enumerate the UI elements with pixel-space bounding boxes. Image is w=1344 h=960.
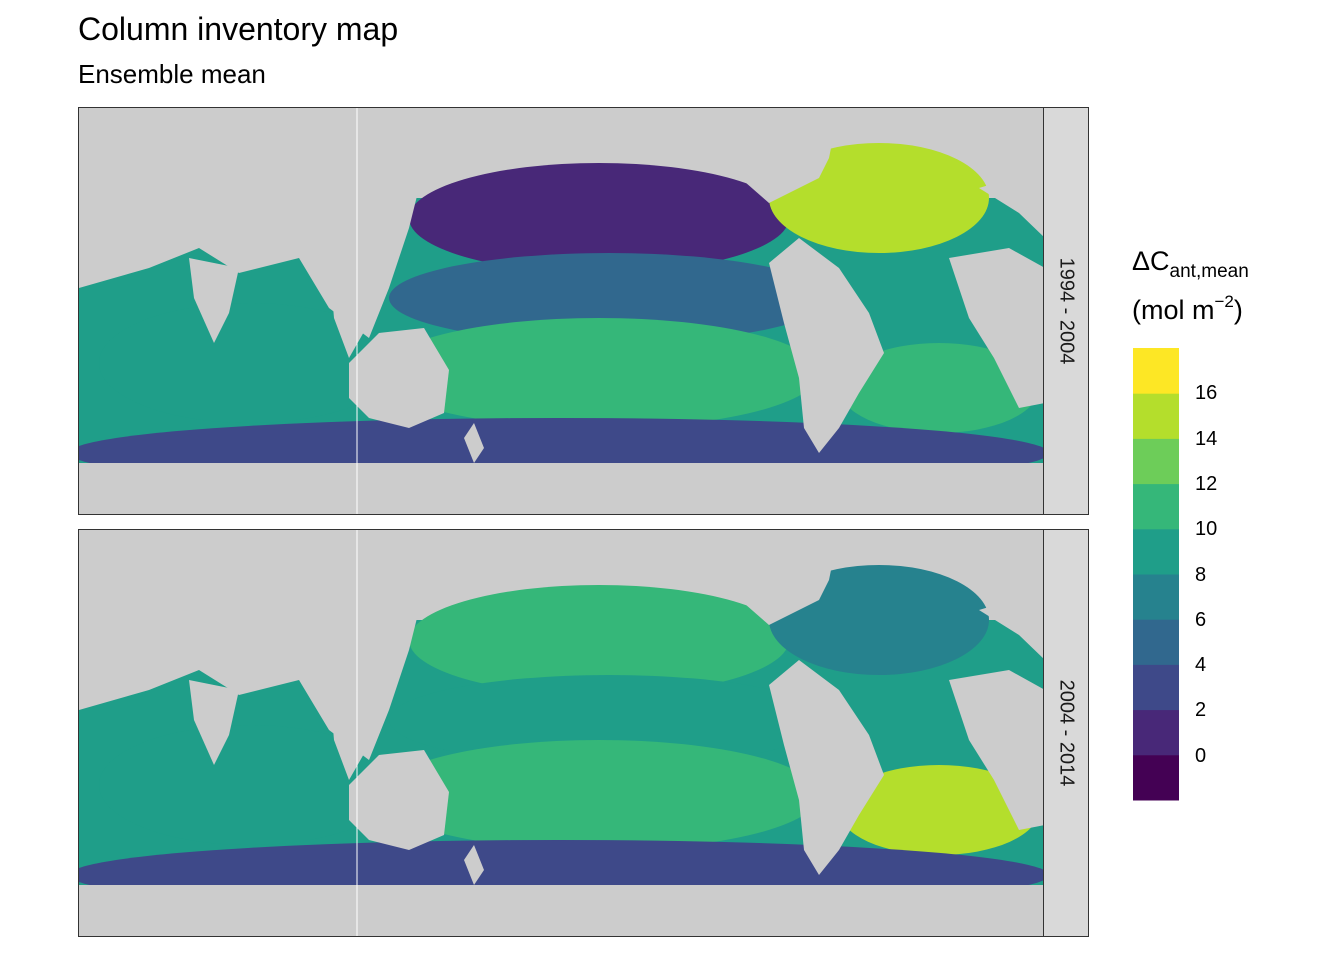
colorbar-tick-label: 8 xyxy=(1195,563,1207,586)
map-panel-2004-2014 xyxy=(78,529,1044,937)
region-tropical-pacific xyxy=(389,675,829,765)
region-south-pacific-subtropical xyxy=(379,318,819,428)
landmass xyxy=(769,660,884,875)
landmass xyxy=(79,463,1043,514)
legend-colorbar xyxy=(1133,348,1179,801)
region-south-atlantic-subtropical xyxy=(839,343,1039,433)
map-1994-2004 xyxy=(79,108,1043,514)
legend-title: ΔCant,mean xyxy=(1132,244,1249,282)
facet-strip-2004-2014: 2004 - 2014 xyxy=(1043,529,1089,937)
colorbar-tick-label: 14 xyxy=(1195,427,1218,450)
landmass xyxy=(79,885,1043,936)
colorbar-bin xyxy=(1133,528,1179,575)
landmass xyxy=(331,268,369,358)
landmass xyxy=(899,530,1043,560)
page-title: Column inventory map xyxy=(78,11,399,47)
landmass xyxy=(979,590,1043,659)
landmass xyxy=(769,238,884,453)
colorbar-tick-label: 6 xyxy=(1195,608,1207,631)
region-indian-ocean xyxy=(99,725,399,845)
facet-label: 1994 - 2004 xyxy=(1055,257,1078,365)
region-north-atlantic-subpolar xyxy=(769,143,989,253)
colorbar-bin xyxy=(1133,664,1179,711)
map-panel-1994-2004 xyxy=(78,107,1044,515)
landmass xyxy=(349,750,449,850)
colorbar-tick-label: 16 xyxy=(1195,382,1218,405)
landmass xyxy=(979,168,1043,237)
colorbar-bin xyxy=(1133,393,1179,439)
landmass xyxy=(899,108,1043,138)
region-indian-ocean xyxy=(99,303,399,423)
region-south-atlantic-subtropical xyxy=(839,765,1039,855)
colorbar-tick-label: 10 xyxy=(1195,518,1218,541)
colorbar-tick-label: 0 xyxy=(1195,744,1207,767)
landmass xyxy=(439,108,679,168)
colorbar-bin xyxy=(1133,709,1179,756)
region-south-pacific-subtropical xyxy=(379,740,819,850)
landmass xyxy=(331,690,369,780)
landmass xyxy=(464,845,484,885)
colorbar-bin xyxy=(1133,574,1179,620)
landmass xyxy=(439,530,679,590)
landmass xyxy=(619,108,839,203)
facet-label: 2004 - 2014 xyxy=(1055,679,1078,787)
colorbar-bin xyxy=(1133,754,1179,801)
legend-units-main: (mol m xyxy=(1132,295,1215,325)
page-subtitle: Ensemble mean xyxy=(78,59,266,89)
region-north-pacific xyxy=(409,585,789,695)
colorbar-bin xyxy=(1133,438,1179,485)
map-2004-2014 xyxy=(79,530,1043,936)
region-tropical-pacific xyxy=(389,253,829,343)
region-north-atlantic-subpolar xyxy=(769,565,989,675)
region-north-pacific xyxy=(409,163,789,273)
landmass xyxy=(619,530,839,625)
landmass xyxy=(464,423,484,463)
legend-units-end: ) xyxy=(1233,295,1243,325)
legend-units: (mol m−2) xyxy=(1132,292,1243,331)
landmass xyxy=(349,328,449,428)
legend-title-main: ΔC xyxy=(1132,246,1170,276)
landmass xyxy=(949,248,1043,408)
facet-strip-1994-2004: 1994 - 2004 xyxy=(1043,107,1089,515)
landmass xyxy=(189,258,239,343)
colorbar-bin xyxy=(1133,483,1179,530)
landmass xyxy=(949,670,1043,830)
landmass xyxy=(189,680,239,765)
colorbar-tick-label: 2 xyxy=(1195,699,1207,722)
legend-units-exponent: −2 xyxy=(1214,292,1234,311)
colorbar-tick-label: 4 xyxy=(1195,654,1207,677)
colorbar-bin xyxy=(1133,348,1179,394)
colorbar-bin xyxy=(1133,619,1179,665)
colorbar-tick-label: 12 xyxy=(1195,472,1218,495)
legend-title-subscript: ant,mean xyxy=(1169,261,1249,282)
